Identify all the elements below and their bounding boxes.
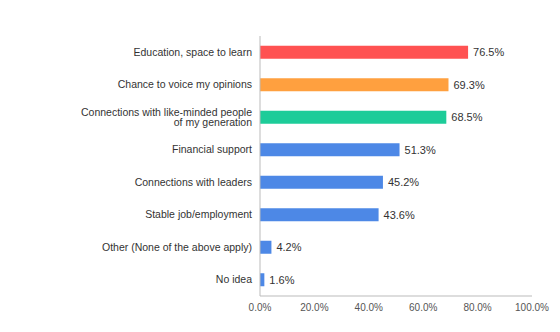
svg-text:60.0%: 60.0% [409, 302, 437, 313]
svg-text:Connections with leaders: Connections with leaders [135, 176, 252, 188]
svg-text:0.0%: 0.0% [249, 302, 272, 313]
svg-text:1.6%: 1.6% [269, 274, 294, 286]
svg-text:Connections with like-minded p: Connections with like-minded peopleof my… [81, 106, 252, 129]
svg-text:Stable job/employment: Stable job/employment [145, 208, 252, 220]
svg-text:Other (None of the above apply: Other (None of the above apply) [102, 241, 252, 253]
svg-text:Education, space to learn: Education, space to learn [134, 46, 253, 58]
svg-text:45.2%: 45.2% [388, 176, 419, 188]
svg-text:68.5%: 68.5% [451, 111, 482, 123]
svg-text:80.0%: 80.0% [463, 302, 491, 313]
svg-text:51.3%: 51.3% [405, 144, 436, 156]
svg-text:40.0%: 40.0% [355, 302, 383, 313]
svg-text:No idea: No idea [216, 273, 252, 285]
svg-text:20.0%: 20.0% [300, 302, 328, 313]
svg-text:4.2%: 4.2% [276, 241, 301, 253]
svg-text:43.6%: 43.6% [384, 209, 415, 221]
svg-text:100.0%: 100.0% [515, 302, 549, 313]
svg-text:69.3%: 69.3% [453, 79, 484, 91]
svg-text:Financial support: Financial support [172, 143, 252, 155]
svg-text:Chance to voice my opinions: Chance to voice my opinions [118, 78, 252, 90]
svg-text:76.5%: 76.5% [473, 46, 504, 58]
